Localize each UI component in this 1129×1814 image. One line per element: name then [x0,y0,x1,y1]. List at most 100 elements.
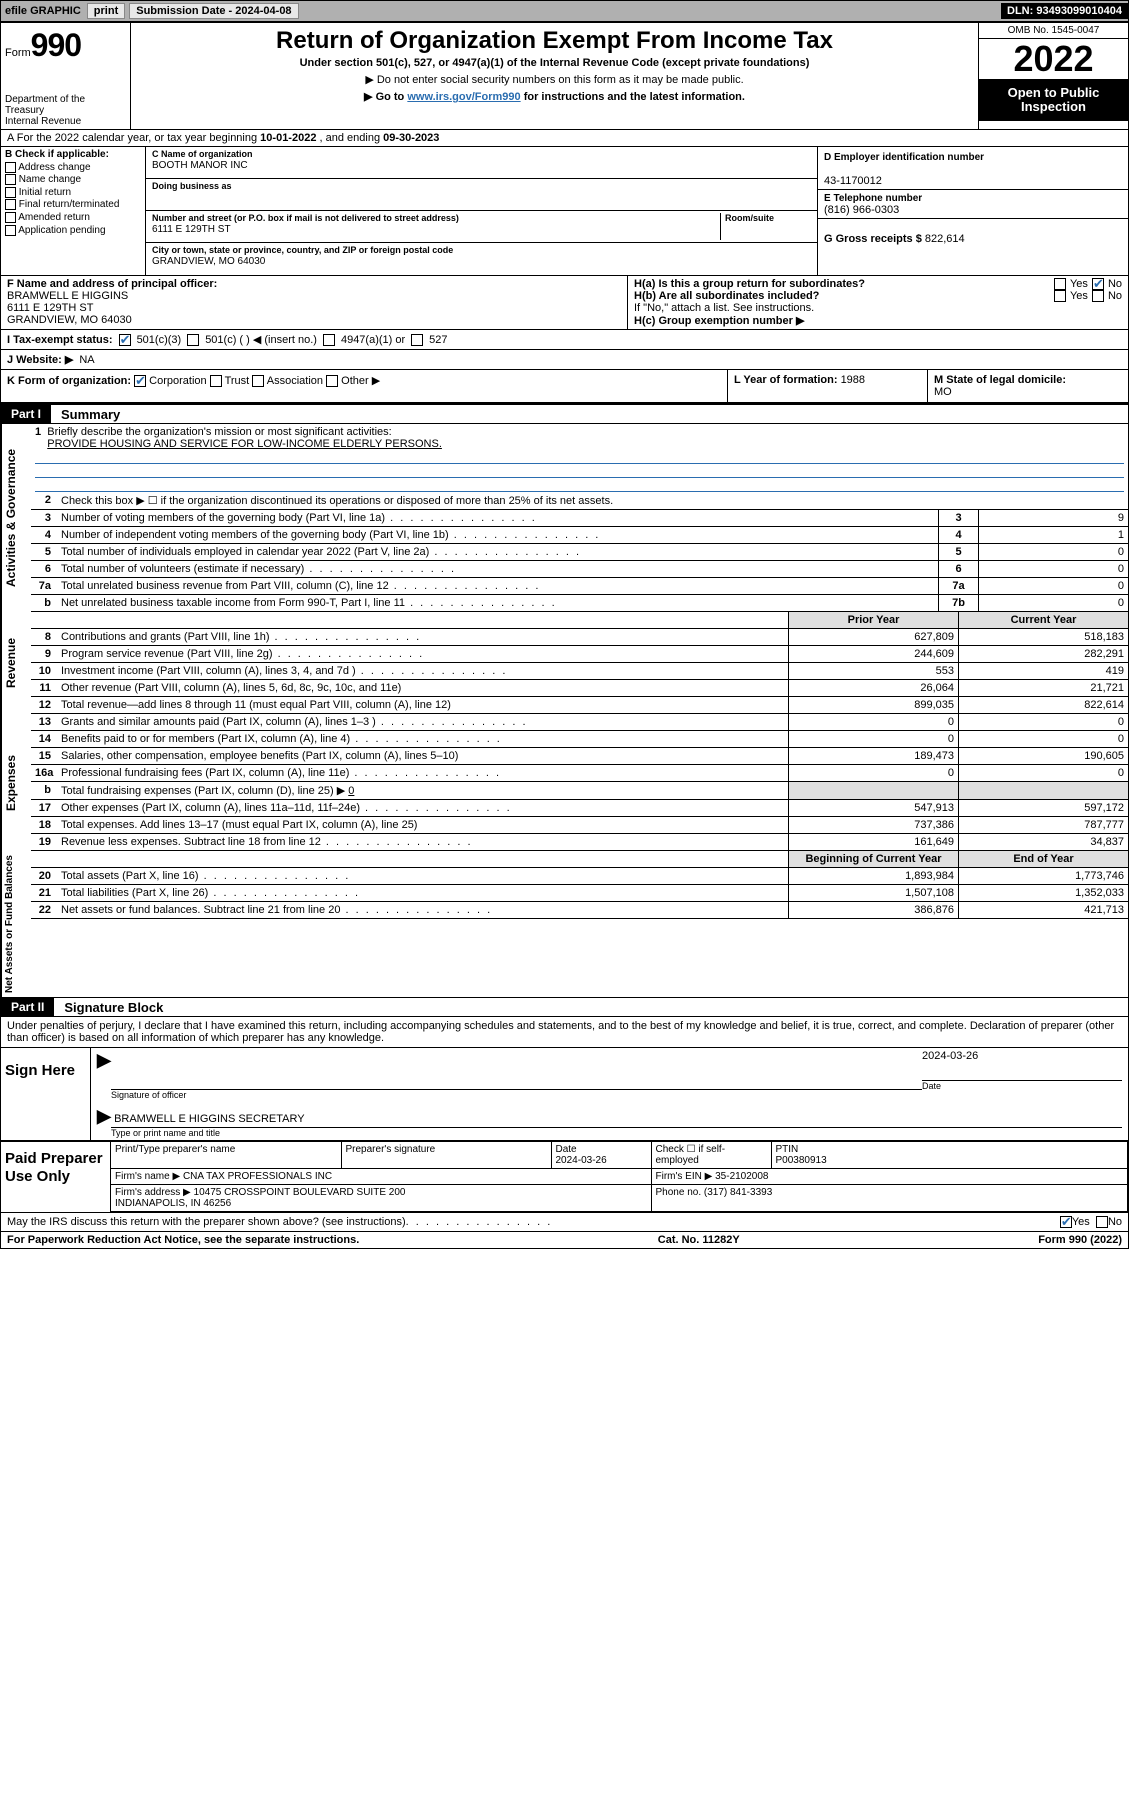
print-button[interactable]: print [87,3,125,19]
l13-prior: 0 [788,714,958,730]
chk-name-change[interactable] [5,174,16,185]
chk-corp[interactable] [134,375,146,387]
header-middle: Return of Organization Exempt From Incom… [131,23,978,129]
chk-501c[interactable] [187,334,199,346]
l16b-text: Total fundraising expenses (Part IX, col… [57,782,788,799]
rowE-phone: E Telephone number (816) 966-0303 [818,190,1128,219]
l13-text: Grants and similar amounts paid (Part IX… [57,714,788,730]
ha-no: No [1108,278,1122,290]
line6: 6Total number of volunteers (estimate if… [31,561,1128,578]
l18-text: Total expenses. Add lines 13–17 (must eq… [57,817,788,833]
colC-street: Number and street (or P.O. box if mail i… [146,211,817,243]
row-a-tax-year: A For the 2022 calendar year, or tax yea… [1,130,1128,147]
l10-curr: 419 [958,663,1128,679]
firm-ein-cell: Firm's EIN ▶ 35-2102008 [651,1169,1128,1185]
irs-link[interactable]: www.irs.gov/Form990 [407,91,520,103]
rowA-pre: A For the 2022 calendar year, or tax yea… [7,132,260,144]
discuss-no: No [1108,1216,1122,1228]
line21: 21Total liabilities (Part X, line 26) 1,… [31,885,1128,902]
submission-date-box: Submission Date - 2024-04-08 [129,3,298,19]
line13: 13Grants and similar amounts paid (Part … [31,714,1128,731]
hb-no-chk[interactable] [1092,290,1104,302]
side-expenses: Expenses [1,714,31,851]
chk-4947[interactable] [323,334,335,346]
row-j-website: J Website: ▶ NA [1,350,1128,370]
firm-val: CNA TAX PROFESSIONALS INC [183,1171,332,1182]
ha-yes-chk[interactable] [1054,278,1066,290]
part1-section-revenue: Revenue Prior Year Current Year 8Contrib… [1,612,1128,714]
rowH-group: H(a) Is this a group return for subordin… [628,276,1128,329]
line2: 2Check this box ▶ ☐ if the organization … [31,492,1128,510]
chk-other[interactable] [326,375,338,387]
line12: 12Total revenue—add lines 8 through 11 (… [31,697,1128,714]
pp-h5: PTIN P00380913 [771,1142,1128,1169]
chk-501c3[interactable] [119,334,131,346]
ha-no-chk[interactable] [1092,278,1104,290]
eoy-hdr: End of Year [958,851,1128,867]
discuss-yes-chk[interactable] [1060,1216,1072,1228]
l14-curr: 0 [958,731,1128,747]
curr-year-hdr: Current Year [958,612,1128,628]
line9: 9Program service revenue (Part VIII, lin… [31,646,1128,663]
sig-declaration: Under penalties of perjury, I declare th… [1,1017,1128,1048]
entity-block: B Check if applicable: Address change Na… [1,147,1128,276]
side-activities: Activities & Governance [1,424,31,612]
l14-text: Benefits paid to or for members (Part IX… [57,731,788,747]
lbl-initial-return: Initial return [19,187,71,198]
ha-yes: Yes [1070,278,1088,290]
mission-blank-3 [35,478,1124,492]
line14: 14Benefits paid to or for members (Part … [31,731,1128,748]
l16a-text: Professional fundraising fees (Part IX, … [57,765,788,781]
firm-addr-cell: Firm's address ▶ 10475 CROSSPOINT BOULEV… [111,1185,651,1212]
j-label: J Website: ▶ [7,353,73,366]
hb-label: H(b) Are all subordinates included? [634,290,819,302]
chk-527[interactable] [411,334,423,346]
l20-curr: 1,773,746 [958,868,1128,884]
pra-notice: For Paperwork Reduction Act Notice, see … [7,1234,359,1246]
pp-h3-val: 2024-03-26 [556,1155,607,1166]
colC-dba: Doing business as [146,179,817,211]
chk-address-change[interactable] [5,162,16,173]
l10-text: Investment income (Part VIII, column (A)… [57,663,788,679]
mission-blank-1 [35,450,1124,464]
i-label: I Tax-exempt status: [7,334,113,346]
line4: 4Number of independent voting members of… [31,527,1128,544]
chk-final-return[interactable] [5,199,16,210]
l8-curr: 518,183 [958,629,1128,645]
f-addr1: 6111 E 129TH ST [7,302,93,314]
side-netassets: Net Assets or Fund Balances [1,851,31,997]
city-label: City or town, state or province, country… [152,245,453,255]
rowK: K Form of organization: Corporation Trus… [1,370,728,402]
l9-curr: 282,291 [958,646,1128,662]
chk-assoc[interactable] [252,375,264,387]
l21-text: Total liabilities (Part X, line 26) [57,885,788,901]
line11: 11Other revenue (Part VIII, column (A), … [31,680,1128,697]
chk-initial-return[interactable] [5,187,16,198]
hb-yes-chk[interactable] [1054,290,1066,302]
ptin-lbl: PTIN [776,1144,799,1155]
na-header: Beginning of Current Year End of Year [31,851,1128,868]
line17: 17Other expenses (Part IX, column (A), l… [31,800,1128,817]
l12-text: Total revenue—add lines 8 through 11 (mu… [57,697,788,713]
line16a: 16aProfessional fundraising fees (Part I… [31,765,1128,782]
l4-val: 1 [978,527,1128,543]
discuss-dots [406,1216,1060,1228]
chk-trust[interactable] [210,375,222,387]
f-label: F Name and address of principal officer: [7,278,217,290]
l21-curr: 1,352,033 [958,885,1128,901]
form-990-page: Form990 Department of theTreasuryInterna… [0,22,1129,1249]
dln-label: DLN: [1007,5,1036,17]
rowM: M State of legal domicile:MO [928,370,1128,402]
l22-prior: 386,876 [788,902,958,918]
discuss-no-chk[interactable] [1096,1216,1108,1228]
l11-curr: 21,721 [958,680,1128,696]
l11-prior: 26,064 [788,680,958,696]
chk-app-pending[interactable] [5,225,16,236]
efile-label: efile GRAPHIC [1,5,85,17]
chk-amended[interactable] [5,212,16,223]
l-value: 1988 [841,374,865,386]
l17-text: Other expenses (Part IX, column (A), lin… [57,800,788,816]
sign-here-label: Sign Here [1,1048,91,1140]
j-value: NA [79,354,94,366]
l12-prior: 899,035 [788,697,958,713]
